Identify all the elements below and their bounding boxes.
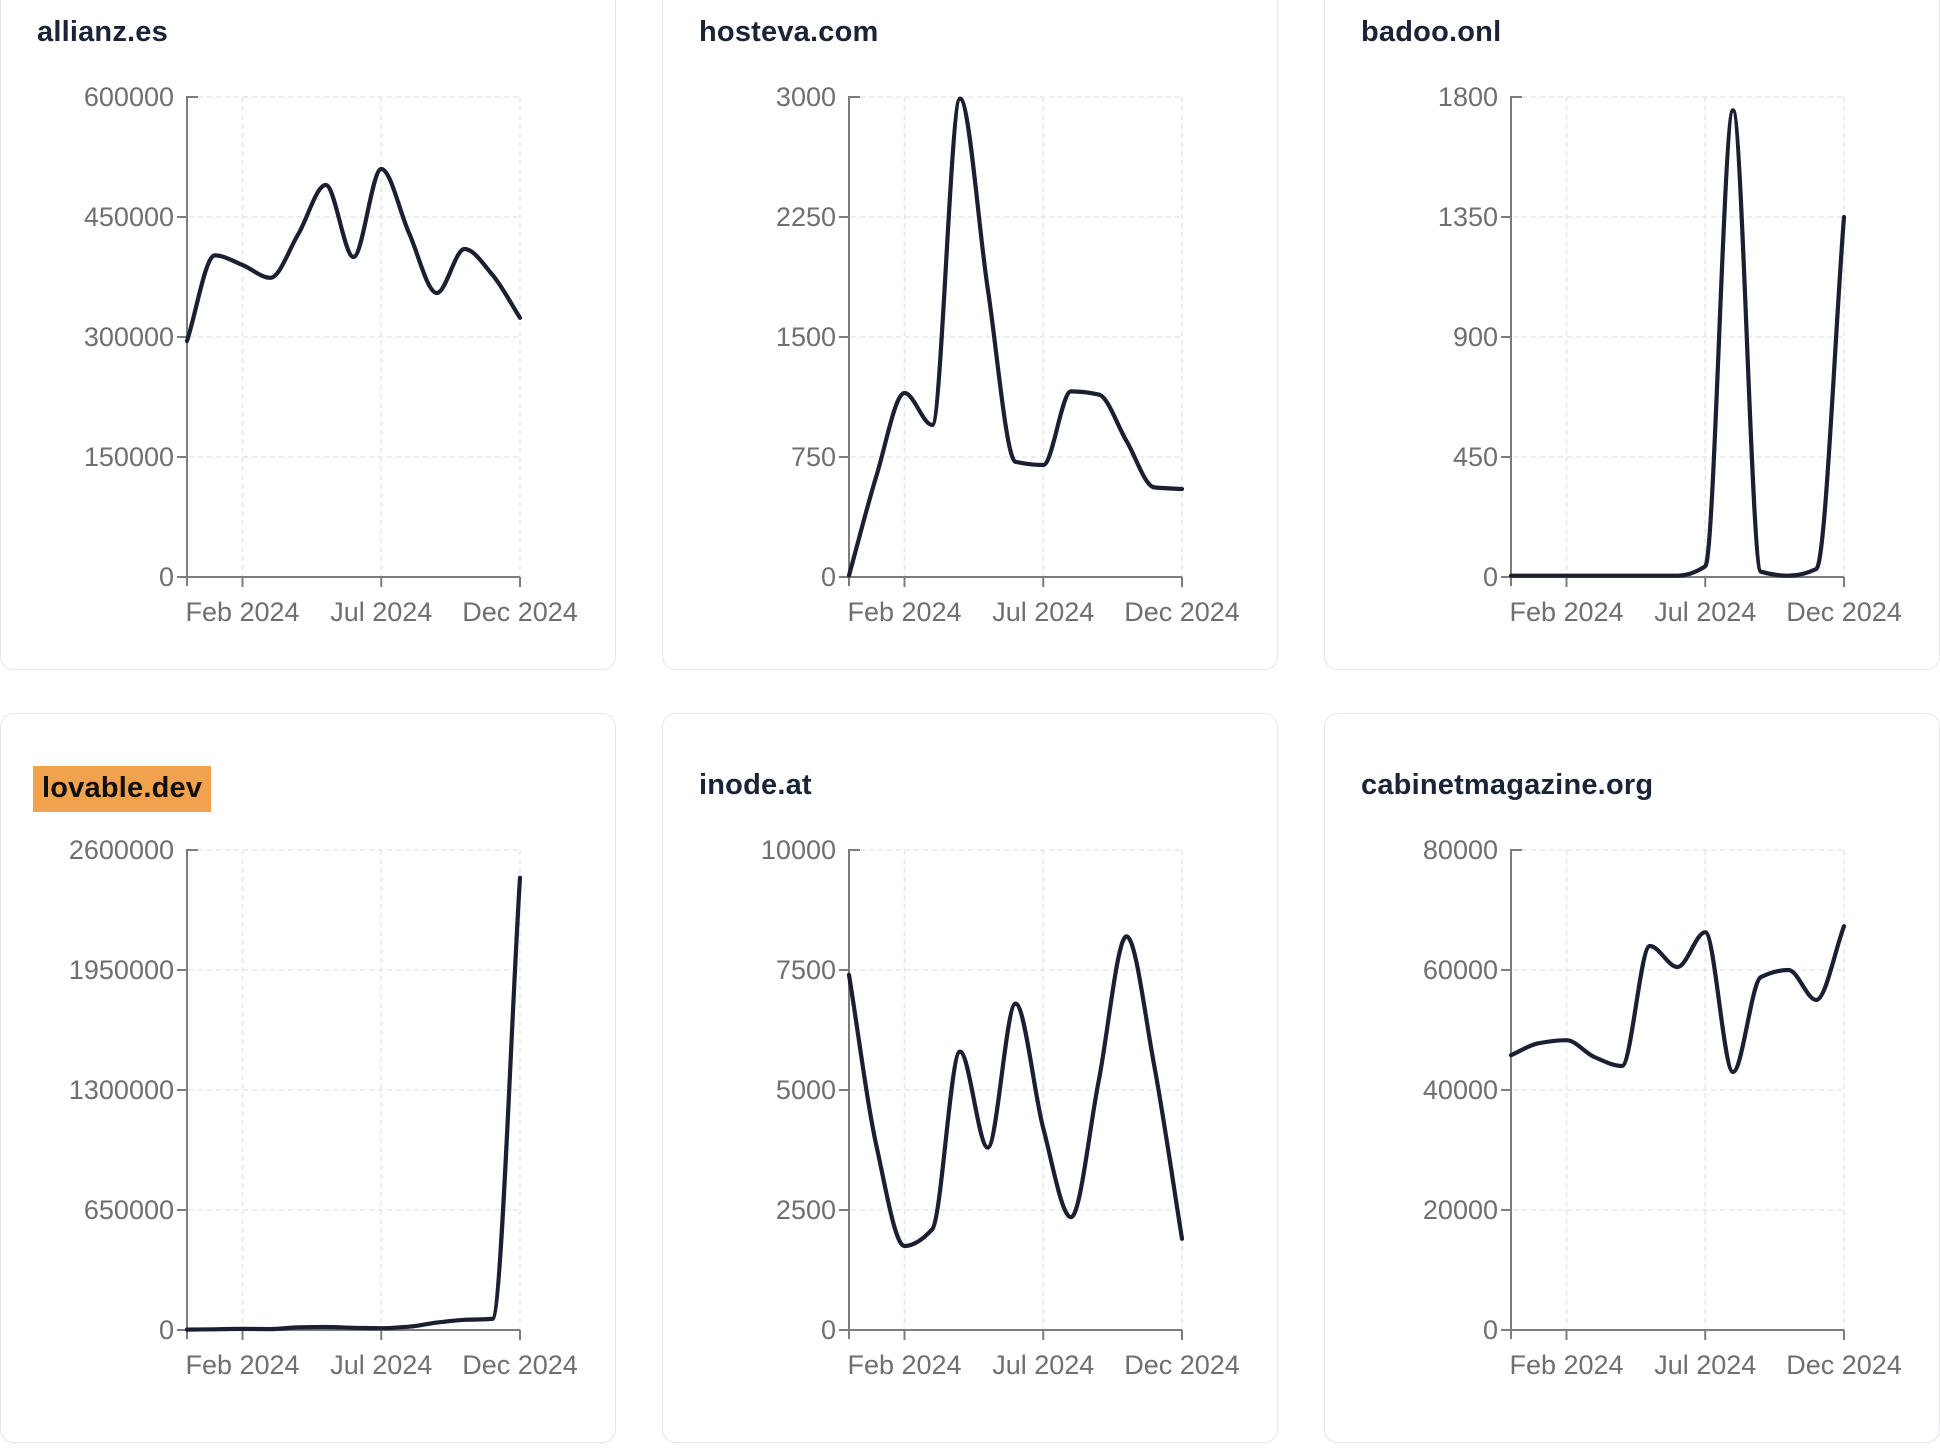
svg-text:1350: 1350 [1438,202,1498,232]
svg-text:0: 0 [821,562,836,592]
svg-text:10000: 10000 [761,835,836,865]
svg-text:7500: 7500 [776,955,836,985]
tick-labels: 0 450 900 1350 1800 Feb 2024 Jul 2024 Dec 2024 [1438,82,1902,627]
data-line [184,166,523,344]
chart-title: cabinetmagazine.org [1361,769,1654,801]
svg-text:0: 0 [159,562,174,592]
svg-text:Feb 2024: Feb 2024 [185,1350,299,1380]
data-line [1508,108,1847,578]
data-line [184,875,523,1332]
chart-title: hosteva.com [699,16,879,48]
svg-text:1800: 1800 [1438,82,1498,112]
svg-text:Dec 2024: Dec 2024 [1786,1350,1902,1380]
chart-title: inode.at [699,769,812,801]
gridlines [189,849,521,1330]
gridlines [1513,96,1845,577]
svg-text:2500: 2500 [776,1195,836,1225]
svg-text:0: 0 [821,1315,836,1345]
axes [839,96,1183,587]
line-chart: 0 750 1500 2250 3000 Feb 2024 Jul 2024 Dec 2024 [776,82,1240,627]
line-chart: 0 20000 40000 60000 80000 Feb 2024 Jul 2024 Dec… [1423,835,1902,1380]
svg-text:80000: 80000 [1423,835,1498,865]
tick-labels: 0 2500 5000 7500 10000 Feb 2024 Jul 2024 Dec 20… [761,835,1240,1380]
svg-text:0: 0 [159,1315,174,1345]
svg-text:650000: 650000 [84,1195,174,1225]
svg-text:1500: 1500 [776,322,836,352]
chart-card-allianz: allianz.es 0 150000 300000 450000 600000 Feb … [0,0,616,670]
data-line [846,934,1185,1249]
data-line [846,96,1185,578]
svg-text:Jul 2024: Jul 2024 [1654,597,1756,627]
svg-text:Feb 2024: Feb 2024 [1509,597,1623,627]
svg-text:Dec 2024: Dec 2024 [1124,1350,1240,1380]
line-chart: 0 450 900 1350 1800 Feb 2024 Jul 2024 Dec 2024 [1438,82,1902,627]
svg-text:60000: 60000 [1423,955,1498,985]
svg-text:Feb 2024: Feb 2024 [185,597,299,627]
svg-text:2600000: 2600000 [69,835,174,865]
svg-text:0: 0 [1483,562,1498,592]
svg-text:Feb 2024: Feb 2024 [847,597,961,627]
svg-text:450: 450 [1453,442,1498,472]
svg-text:1950000: 1950000 [69,955,174,985]
svg-text:450000: 450000 [84,202,174,232]
svg-text:1300000: 1300000 [69,1075,174,1105]
svg-text:20000: 20000 [1423,1195,1498,1225]
gridlines [1513,849,1845,1330]
chart-title: allianz.es [37,16,168,48]
svg-text:3000: 3000 [776,82,836,112]
svg-text:Jul 2024: Jul 2024 [992,597,1094,627]
line-chart: 0 150000 300000 450000 600000 Feb 2024 Jul 202… [84,82,578,627]
tick-labels: 0 750 1500 2250 3000 Feb 2024 Jul 2024 Dec 2024 [776,82,1240,627]
svg-text:0: 0 [1483,1315,1498,1345]
svg-text:Jul 2024: Jul 2024 [330,597,432,627]
svg-text:150000: 150000 [84,442,174,472]
line-chart: 0 650000 1300000 1950000 2600000 Feb 2024 Jul … [69,835,578,1380]
svg-text:Dec 2024: Dec 2024 [462,1350,578,1380]
chart-title: badoo.onl [1361,16,1502,48]
chart-card-lovable: lovable.dev 0 650000 1300000 1950000 2600000… [0,713,616,1443]
axes [1501,849,1845,1340]
svg-text:600000: 600000 [84,82,174,112]
svg-text:Dec 2024: Dec 2024 [1124,597,1240,627]
svg-text:Dec 2024: Dec 2024 [1786,597,1902,627]
svg-text:5000: 5000 [776,1075,836,1105]
svg-text:Jul 2024: Jul 2024 [330,1350,432,1380]
gridlines [851,96,1183,577]
axes [839,849,1183,1340]
gridlines [851,849,1183,1330]
chart-card-hosteva: hosteva.com 0 750 1500 2250 3000 Feb 2024 Jul … [662,0,1278,670]
svg-text:Dec 2024: Dec 2024 [462,597,578,627]
tick-labels: 0 20000 40000 60000 80000 Feb 2024 Jul 2024 Dec… [1423,835,1902,1380]
axes [177,849,521,1340]
svg-text:750: 750 [791,442,836,472]
svg-text:2250: 2250 [776,202,836,232]
chart-card-badoo: badoo.onl 0 450 900 1350 1800 Feb 2024 Jul 202… [1324,0,1940,670]
svg-text:Jul 2024: Jul 2024 [992,1350,1094,1380]
svg-text:Jul 2024: Jul 2024 [1654,1350,1756,1380]
chart-title: lovable.dev [33,766,615,812]
svg-text:900: 900 [1453,322,1498,352]
chart-card-inode: inode.at 0 2500 5000 7500 10000 Feb 2024 Jul 2… [662,713,1278,1443]
tick-labels: 0 650000 1300000 1950000 2600000 Feb 2024 Jul … [69,835,578,1380]
svg-text:Feb 2024: Feb 2024 [1509,1350,1623,1380]
svg-text:40000: 40000 [1423,1075,1498,1105]
data-line [1508,924,1847,1075]
svg-text:Feb 2024: Feb 2024 [847,1350,961,1380]
line-chart: 0 2500 5000 7500 10000 Feb 2024 Jul 2024 Dec 20… [761,835,1240,1380]
tick-labels: 0 150000 300000 450000 600000 Feb 2024 Jul 202… [84,82,578,627]
gridlines [189,96,521,577]
axes [177,96,521,587]
chart-card-cabinetmagazine: cabinetmagazine.org 0 20000 40000 60000 8000… [1324,713,1940,1443]
svg-text:300000: 300000 [84,322,174,352]
axes [1501,96,1845,587]
